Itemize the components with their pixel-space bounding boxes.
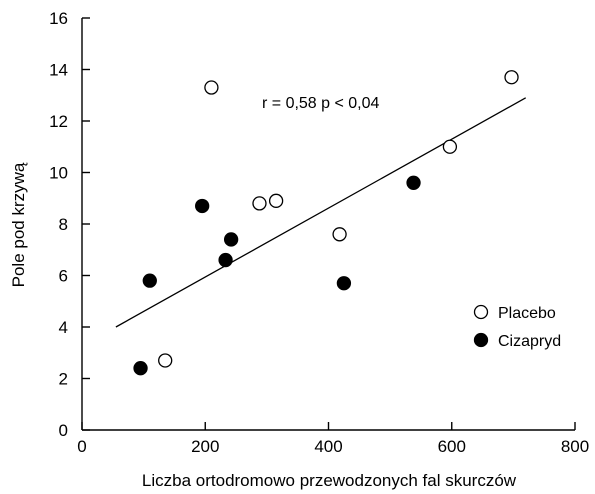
point-cizapryd [336, 276, 352, 291]
y-tick-label: 0 [59, 421, 68, 440]
point-placebo [158, 353, 173, 368]
x-tick-label: 600 [438, 437, 466, 456]
trendline [115, 97, 527, 328]
y-tick-label: 4 [59, 318, 68, 337]
legend-label: Cizapryd [498, 333, 561, 350]
x-tick-label: 0 [77, 437, 86, 456]
y-tick-label: 16 [49, 9, 68, 28]
point-cizapryd [133, 361, 148, 376]
x-tick-label: 400 [314, 437, 342, 456]
y-tick-label: 12 [49, 112, 68, 131]
y-tick-label: 10 [49, 164, 68, 183]
point-placebo [332, 227, 347, 242]
legend: Placebo Cizapryd [473, 304, 561, 350]
correlation-annotation: r = 0,58 p < 0,04 [262, 95, 380, 112]
legend-marker [473, 304, 489, 320]
axes [81, 18, 575, 431]
point-cizapryd [142, 273, 157, 288]
y-tick-label: 2 [59, 370, 68, 389]
x-tick-label: 200 [191, 437, 219, 456]
point-cizapryd [195, 198, 210, 214]
point-cizapryd [218, 252, 233, 268]
ticks: 0 2 4 6 8 10 12 14 16 0 200 400 600 800 [49, 9, 589, 456]
point-placebo [204, 80, 219, 95]
point-placebo [504, 70, 519, 85]
legend-label: Placebo [498, 305, 556, 322]
legend-marker [473, 332, 489, 348]
point-placebo [442, 139, 458, 154]
y-axis-label: Pole pod krzywą [9, 162, 28, 287]
point-cizapryd [406, 175, 421, 190]
y-tick-label: 6 [59, 267, 68, 286]
point-placebo [252, 196, 267, 211]
y-tick-label: 8 [59, 215, 68, 234]
y-tick-label: 14 [49, 61, 68, 80]
x-tick-label: 800 [561, 437, 589, 456]
point-placebo [268, 193, 284, 208]
trendline-group [115, 97, 527, 328]
point-cizapryd [223, 232, 239, 247]
x-axis-label: Liczba ortodromowo przewodzonych fal sku… [142, 471, 517, 490]
data-points [133, 70, 519, 376]
